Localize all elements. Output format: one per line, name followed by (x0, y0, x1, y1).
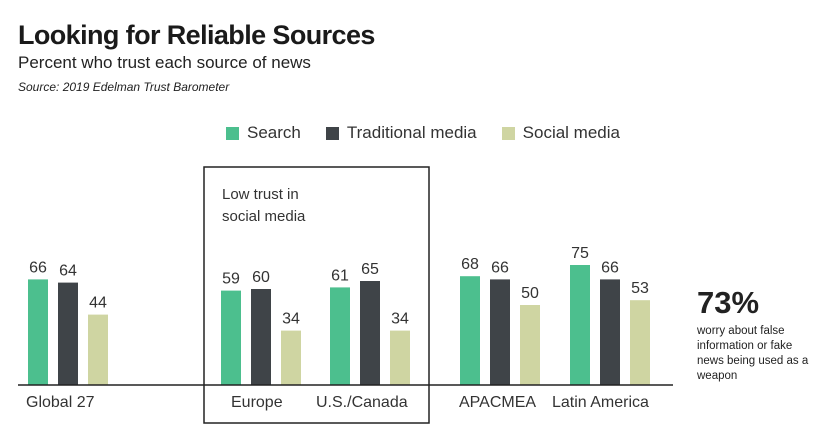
data-label-europe-search: 59 (222, 271, 240, 288)
chart-title: Looking for Reliable Sources (18, 20, 375, 50)
data-label-apacmea-social-media: 50 (521, 285, 539, 302)
category-label-u-s-canada: U.S./Canada (316, 394, 408, 411)
callout: 73% worry about false information or fak… (697, 286, 825, 384)
data-label-global-27-search: 66 (29, 259, 47, 276)
category-label-apacmea: APACMEA (459, 394, 536, 411)
legend-label-search: Search (247, 123, 301, 142)
bar-apacmea-traditional-media (490, 279, 510, 385)
legend-label-traditional-media: Traditional media (346, 123, 477, 142)
data-label-latin-america-traditional-media: 66 (601, 259, 619, 276)
bar-apacmea-social-media (520, 305, 540, 385)
bar-europe-traditional-media (251, 289, 271, 385)
data-label-europe-social-media: 34 (282, 311, 300, 328)
highlight-box-label: Low trust in social media (222, 184, 402, 228)
bar-apacmea-search (460, 276, 480, 385)
bar-latin-america-search (570, 265, 590, 385)
callout-value: 73% (697, 285, 760, 320)
legend-item-social-media: Social media (501, 123, 620, 143)
legend-swatch-search (226, 126, 239, 140)
chart-source: Source: 2019 Edelman Trust Barometer (18, 80, 230, 94)
legend-item-traditional-media: Traditional media (325, 123, 477, 143)
chart-subtitle: Percent who trust each source of news (18, 53, 311, 72)
data-label-apacmea-search: 68 (461, 256, 479, 273)
bars-group: 66 64 44 Global 27 59 60 34 Europe 61 65 34 U.S./Ca… (26, 245, 650, 411)
callout-text: worry about false information or fake ne… (697, 325, 809, 382)
data-label-u-s-canada-search: 61 (331, 267, 349, 284)
data-label-latin-america-social-media: 53 (631, 280, 649, 297)
bar-u-s-canada-social-media (390, 330, 410, 385)
data-label-global-27-traditional-media: 64 (59, 263, 77, 280)
bar-u-s-canada-traditional-media (360, 281, 380, 385)
bar-u-s-canada-search (330, 287, 350, 385)
bar-global-27-traditional-media (58, 282, 78, 385)
chart-legend: Search Traditional media Social media (226, 123, 645, 143)
data-label-europe-traditional-media: 60 (252, 269, 270, 286)
legend-label-social-media: Social media (522, 123, 620, 142)
highlight-box-line1: Low trust in (222, 186, 299, 203)
legend-swatch-traditional-media (325, 126, 339, 140)
bar-europe-social-media (281, 330, 301, 385)
data-label-u-s-canada-traditional-media: 65 (361, 261, 379, 278)
highlight-box-line2: social media (222, 208, 306, 225)
bar-latin-america-social-media (630, 300, 650, 385)
highlight-box (203, 166, 430, 424)
bar-global-27-social-media (88, 314, 108, 385)
data-label-u-s-canada-social-media: 34 (391, 311, 409, 328)
category-label-latin-america: Latin America (552, 394, 649, 411)
data-label-global-27-social-media: 44 (89, 295, 107, 312)
data-label-apacmea-traditional-media: 66 (491, 259, 509, 276)
bar-europe-search (221, 290, 241, 385)
legend-item-search: Search (226, 123, 301, 143)
data-label-latin-america-search: 75 (571, 245, 589, 262)
bar-latin-america-traditional-media (600, 279, 620, 385)
bar-global-27-search (28, 279, 48, 385)
legend-swatch-social-media (501, 126, 515, 140)
category-label-global-27: Global 27 (26, 394, 95, 411)
category-label-europe: Europe (231, 394, 283, 411)
